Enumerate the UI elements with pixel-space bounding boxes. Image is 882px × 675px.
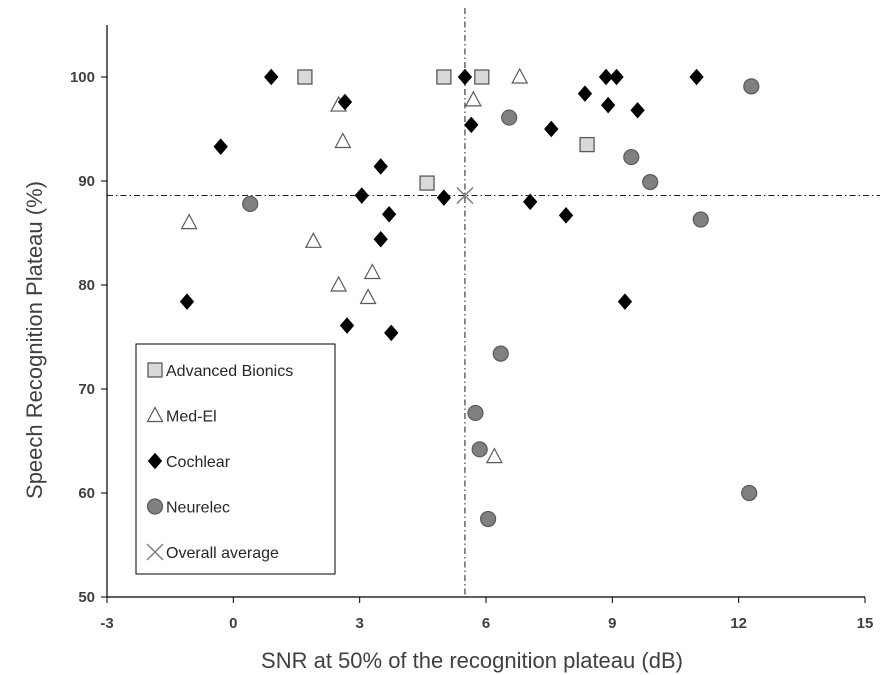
cochlear-point [630,102,645,119]
legend-label-overall-average: Overall average [166,545,279,562]
cochlear-point [179,293,195,310]
y-tick-label: 80 [78,277,95,294]
neurelec-point [692,211,709,228]
series-advanced-bionics [297,69,595,191]
neurelec-point [741,484,758,502]
cochlear-point [544,120,559,138]
neurelec-point [242,195,259,212]
y-tick-label: 100 [70,69,95,86]
med-el-point [359,288,377,305]
advanced-bionics-point [579,136,595,153]
x-tick-label: 9 [608,615,616,632]
legend-marker-overall-average [146,543,164,561]
legend-marker-advanced-bionics [147,362,163,378]
series-med-el [180,67,529,464]
med-el-point [464,90,482,107]
legend-label-advanced-bionics: Advanced Bionics [166,363,293,380]
legend-label-med-el: Med-El [166,409,217,426]
cochlear-point [384,324,399,342]
cochlear-point [436,189,452,206]
x-tick-label: 12 [730,615,747,632]
legend: Advanced Bionics Med-El Cochlear Neurelec Ov… [135,343,336,575]
cochlear-point [600,96,616,114]
med-el-point [304,232,322,248]
cochlear-point [213,138,228,155]
neurelec-point [642,173,659,191]
advanced-bionics-point [297,69,313,85]
cochlear-point [339,317,355,334]
med-el-point [511,67,529,84]
cochlear-point [689,68,704,86]
cochlear-point [373,158,388,175]
neurelec-point [467,404,484,422]
y-axis-title: Speech Recognition Plateau (%) [22,181,47,499]
reference-lines [107,8,880,597]
cochlear-point [457,68,473,86]
x-tick-label: 0 [229,615,237,632]
cochlear-point [354,187,369,204]
cochlear-point [577,85,593,102]
legend-box [135,343,336,575]
x-axis-title: SNR at 50% of the recognition plateau (d… [261,648,683,673]
med-el-point [330,275,348,292]
cochlear-point [598,68,614,86]
med-el-point [180,213,198,230]
series-neurelec [242,78,760,528]
x-tick-label: 6 [482,615,490,632]
cochlear-point [337,93,353,111]
advanced-bionics-point [419,175,435,191]
advanced-bionics-point [474,69,490,85]
advanced-bionics-point [436,69,452,85]
y-tick-label: 70 [78,381,95,398]
med-el-point [334,132,352,149]
cochlear-point [617,293,633,310]
legend-label-neurelec: Neurelec [166,500,230,517]
cochlear-point [464,116,479,134]
neurelec-point [492,345,509,362]
neurelec-point [743,78,760,95]
legend-marker-cochlear [147,452,163,470]
overall-average-point [456,187,474,205]
neurelec-point [471,441,488,458]
cochlear-point [609,68,624,86]
data-points [179,67,760,528]
series-overall-average [456,187,474,205]
axes: -3 0 3 6 9 12 15 50 60 70 80 90 100 [70,25,873,632]
series-cochlear [179,68,704,342]
x-tick-label: 3 [355,615,363,632]
cochlear-point [264,68,279,86]
neurelec-point [480,510,497,528]
neurelec-point [623,148,640,166]
cochlear-point [558,207,574,224]
med-el-point [363,263,381,280]
neurelec-point [501,109,518,126]
legend-marker-neurelec [146,498,164,515]
x-tick-label: -3 [100,615,113,632]
x-tick-label: 15 [857,615,874,632]
y-tick-label: 60 [78,485,95,502]
cochlear-point [523,193,538,211]
med-el-point [485,447,503,464]
cochlear-point [373,230,388,248]
y-tick-label: 50 [78,589,95,606]
legend-marker-med-el [146,406,164,423]
legend-label-cochlear: Cochlear [166,454,231,471]
cochlear-point [381,206,397,223]
y-tick-label: 90 [78,173,95,190]
